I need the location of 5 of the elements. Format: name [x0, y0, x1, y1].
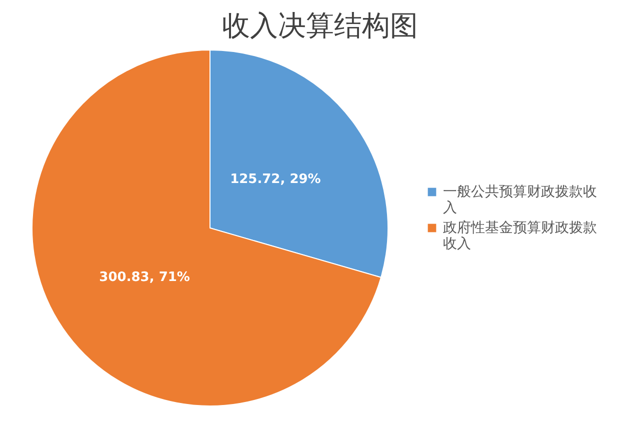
legend-label: 政府性基金预算财政拨款收入 [443, 220, 597, 252]
data-label: 300.83, 71% [99, 270, 190, 286]
chart-title: 收入决算结构图 [222, 9, 418, 42]
legend-label: 一般公共预算财政拨款收入 [443, 184, 597, 216]
data-label: 125.72, 29% [230, 172, 321, 187]
